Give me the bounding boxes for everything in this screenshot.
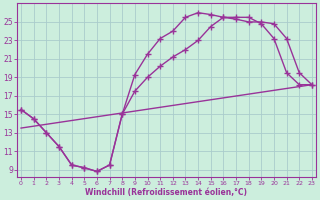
- X-axis label: Windchill (Refroidissement éolien,°C): Windchill (Refroidissement éolien,°C): [85, 188, 247, 197]
